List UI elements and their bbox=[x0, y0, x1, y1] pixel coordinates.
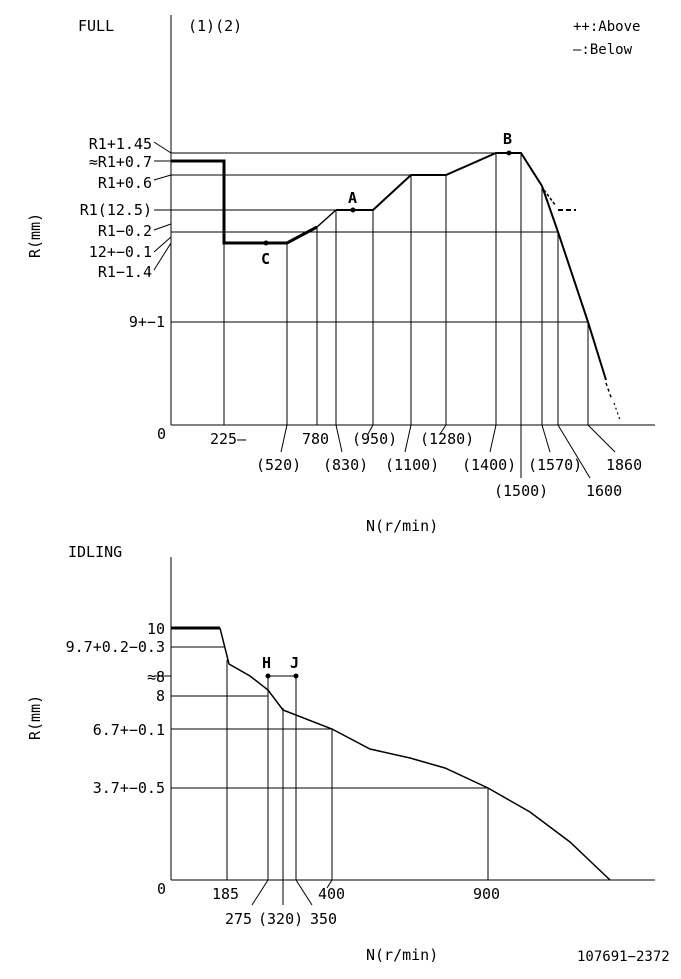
ytick-10: 10 bbox=[147, 620, 165, 638]
idling-origin-label: 0 bbox=[157, 880, 166, 898]
xtick-780: 780 bbox=[302, 430, 329, 448]
ytick-3-7: 3.7+−0.5 bbox=[93, 779, 165, 797]
point-j-label: J bbox=[290, 654, 299, 672]
idling-chart: IDLING H J 10 bbox=[26, 543, 655, 964]
document-number: 107691−2372 bbox=[577, 949, 670, 965]
full-y-axis-label: R(mm) bbox=[26, 213, 44, 258]
xtick-1400: (1400) bbox=[462, 456, 516, 474]
point-h-label: H bbox=[262, 654, 271, 672]
full-notes: (1)(2) bbox=[188, 17, 242, 35]
point-a-marker bbox=[350, 207, 356, 213]
ytick-8: 8 bbox=[156, 687, 165, 705]
xtick-185: 185 bbox=[212, 885, 239, 903]
ytick-r1-plus-145: R1+1.45 bbox=[89, 135, 152, 153]
xtick-900: 900 bbox=[473, 885, 500, 903]
full-reference-lines bbox=[171, 152, 616, 479]
xtick-275: 275 bbox=[225, 910, 252, 928]
ytick-r1-minus-14: R1−1.4 bbox=[98, 263, 152, 281]
point-b-label: B bbox=[503, 130, 512, 148]
point-j-marker bbox=[293, 673, 299, 679]
idling-reference-lines bbox=[154, 646, 489, 906]
xtick-1100: (1100) bbox=[385, 456, 439, 474]
point-c-marker bbox=[263, 240, 269, 246]
full-upper-curve bbox=[336, 152, 543, 211]
xtick-1860: 1860 bbox=[606, 456, 642, 474]
point-c-label: C bbox=[261, 250, 270, 268]
ytick-9-7: 9.7+0.2−0.3 bbox=[66, 638, 165, 656]
ytick-approx-r1-plus-07: ≈R1+0.7 bbox=[89, 153, 152, 171]
xtick-1280: (1280) bbox=[420, 430, 474, 448]
ytick-r1-plus-06: R1+0.6 bbox=[98, 174, 152, 192]
full-label-leaders bbox=[153, 141, 172, 271]
xtick-1570: (1570) bbox=[528, 456, 582, 474]
ytick-approx-8: ≈8 bbox=[147, 668, 165, 686]
point-a-label: A bbox=[348, 189, 357, 207]
point-b-marker bbox=[506, 150, 512, 156]
full-below-dash-2 bbox=[613, 402, 621, 421]
full-chart: FULL (1)(2) ++:Above —:Below bbox=[26, 15, 655, 535]
ytick-12-pm-01: 12+−0.1 bbox=[89, 243, 152, 261]
xtick-830: (830) bbox=[323, 456, 368, 474]
xtick-350: 350 bbox=[310, 910, 337, 928]
ytick-r1-minus-02: R1−0.2 bbox=[98, 222, 152, 240]
idling-title: IDLING bbox=[68, 543, 122, 561]
legend-below: —:Below bbox=[573, 42, 633, 58]
full-title: FULL bbox=[78, 17, 114, 35]
full-main-curve bbox=[171, 159, 318, 245]
full-below-dash bbox=[605, 382, 613, 401]
full-cutoff-curve bbox=[541, 185, 607, 381]
xtick-520: (520) bbox=[256, 456, 301, 474]
ytick-9-pm-1: 9+−1 bbox=[129, 313, 165, 331]
legend-above: ++:Above bbox=[573, 19, 640, 35]
full-above-dash bbox=[543, 189, 557, 207]
ytick-6-7: 6.7+−0.1 bbox=[93, 721, 165, 739]
idling-x-axis-label: N(r/min) bbox=[366, 946, 438, 964]
ytick-r1-125: R1(12.5) bbox=[80, 201, 152, 219]
xtick-320: (320) bbox=[258, 910, 303, 928]
xtick-1600: 1600 bbox=[586, 482, 622, 500]
xtick-225: 225— bbox=[210, 430, 247, 448]
xtick-400: 400 bbox=[318, 885, 345, 903]
idling-y-axis-label: R(mm) bbox=[26, 695, 44, 740]
xtick-1500: (1500) bbox=[494, 482, 548, 500]
full-x-axis-label: N(r/min) bbox=[366, 517, 438, 535]
full-rise-curve bbox=[316, 209, 337, 228]
idling-curve bbox=[219, 627, 611, 881]
xtick-950: (950) bbox=[352, 430, 397, 448]
point-h-marker bbox=[265, 673, 271, 679]
full-origin-label: 0 bbox=[157, 425, 166, 443]
